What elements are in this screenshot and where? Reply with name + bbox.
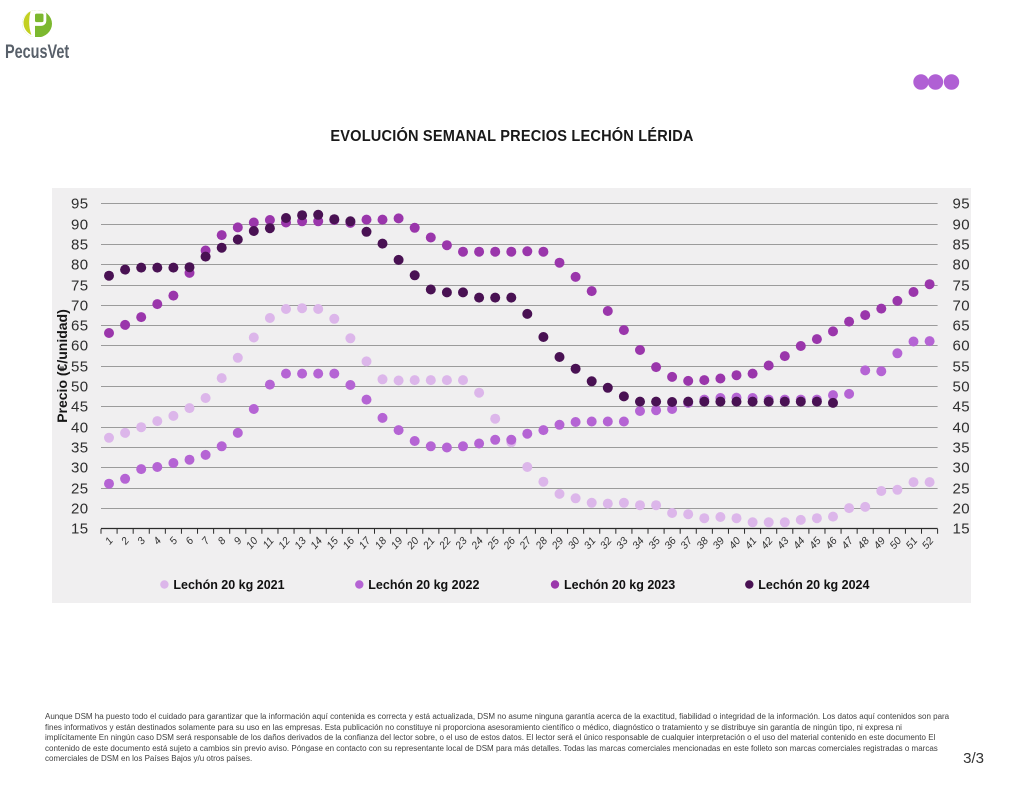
svg-text:55: 55 <box>71 359 89 376</box>
svg-text:15: 15 <box>71 521 89 538</box>
svg-text:90: 90 <box>953 217 971 234</box>
svg-text:45: 45 <box>71 399 89 416</box>
svg-text:40: 40 <box>953 420 971 437</box>
svg-text:20: 20 <box>71 501 89 518</box>
svg-text:95: 95 <box>71 196 89 213</box>
svg-text:20: 20 <box>953 501 971 518</box>
svg-text:65: 65 <box>953 318 971 335</box>
svg-text:60: 60 <box>71 338 89 355</box>
svg-text:40: 40 <box>71 420 89 437</box>
svg-text:15: 15 <box>953 521 971 538</box>
svg-text:50: 50 <box>953 379 971 396</box>
svg-text:35: 35 <box>71 440 89 457</box>
svg-text:Lechón 20 kg 2023: Lechón 20 kg 2023 <box>564 578 675 592</box>
svg-text:95: 95 <box>953 196 971 213</box>
svg-text:30: 30 <box>953 460 971 477</box>
svg-text:25: 25 <box>71 481 89 498</box>
svg-text:35: 35 <box>953 440 971 457</box>
svg-text:90: 90 <box>71 217 89 234</box>
svg-text:85: 85 <box>953 237 971 254</box>
svg-text:70: 70 <box>953 298 971 315</box>
svg-text:75: 75 <box>71 278 89 295</box>
svg-text:65: 65 <box>71 318 89 335</box>
svg-text:80: 80 <box>953 257 971 274</box>
svg-text:50: 50 <box>71 379 89 396</box>
svg-text:25: 25 <box>953 481 971 498</box>
svg-text:45: 45 <box>953 399 971 416</box>
svg-text:Lechón 20 kg 2021: Lechón 20 kg 2021 <box>173 578 284 592</box>
svg-text:85: 85 <box>71 237 89 254</box>
svg-text:70: 70 <box>71 298 89 315</box>
svg-text:80: 80 <box>71 257 89 274</box>
svg-text:55: 55 <box>953 359 971 376</box>
svg-text:75: 75 <box>953 278 971 295</box>
svg-text:30: 30 <box>71 460 89 477</box>
svg-text:60: 60 <box>953 338 971 355</box>
svg-text:Lechón 20 kg 2024: Lechón 20 kg 2024 <box>758 578 869 592</box>
svg-text:Lechón 20 kg 2022: Lechón 20 kg 2022 <box>368 578 479 592</box>
